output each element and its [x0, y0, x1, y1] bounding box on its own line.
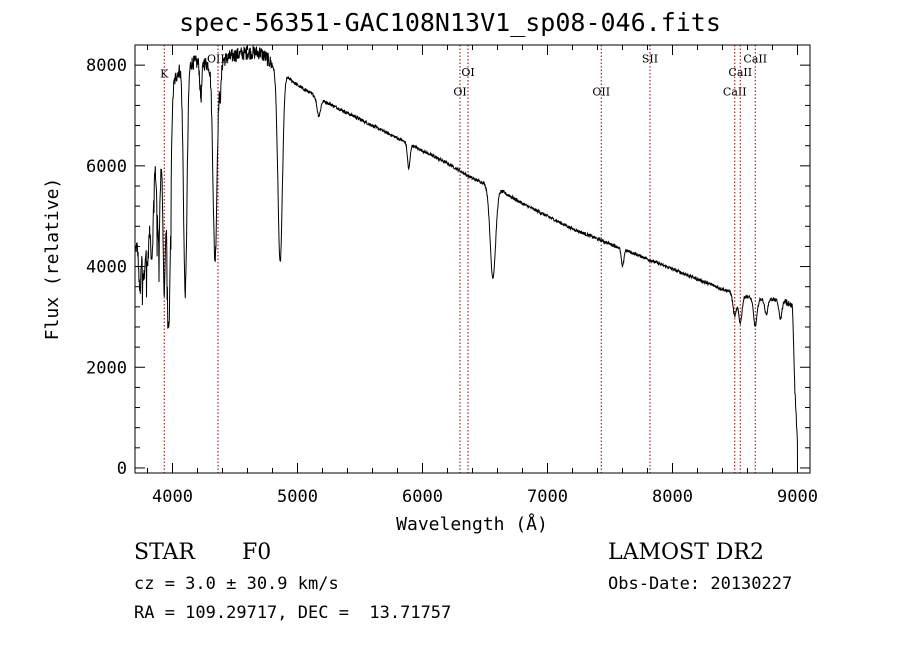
- y-tick-label: 6000: [86, 157, 127, 177]
- x-tick-label: 4000: [152, 487, 193, 507]
- marker-label: SII: [642, 53, 658, 66]
- marker-label: OII: [592, 85, 610, 98]
- redshift-readout: cz = 3.0 ± 30.9 km/s: [134, 574, 339, 594]
- marker-label: OI: [461, 66, 474, 79]
- spectrum-line: [134, 45, 798, 469]
- chart-title: spec-56351-GAC108N13V1_sp08-046.fits: [179, 8, 721, 37]
- x-axis-ticks: 4000 5000 6000 7000 8000 9000: [147, 45, 818, 507]
- x-axis-label: Wavelength (Å): [396, 513, 548, 535]
- survey-name: LAMOST DR2: [608, 540, 764, 565]
- marker-label: CaII: [728, 66, 752, 79]
- marker-label: K: [160, 68, 169, 81]
- observation-date: Obs-Date: 20130227: [608, 574, 793, 594]
- x-tick-label: 6000: [402, 487, 443, 507]
- y-tick-label: 0: [117, 459, 127, 479]
- marker-label: CaII: [743, 53, 767, 66]
- marker-label: OI: [453, 85, 466, 98]
- y-tick-label: 4000: [86, 258, 127, 278]
- x-tick-label: 9000: [777, 487, 818, 507]
- object-subclass: F0: [242, 540, 272, 565]
- marker-label: CaII: [723, 85, 747, 98]
- y-axis-ticks: 0 2000 4000 6000 8000: [86, 44, 810, 479]
- x-tick-label: 5000: [277, 487, 318, 507]
- marker-label: OIII: [207, 53, 229, 66]
- y-tick-label: 2000: [86, 358, 127, 378]
- y-tick-label: 8000: [86, 56, 127, 76]
- object-class: STAR: [134, 540, 195, 565]
- x-tick-label: 7000: [527, 487, 568, 507]
- y-axis-label: Flux (relative): [42, 178, 63, 341]
- plot-frame: [134, 44, 811, 474]
- x-tick-label: 8000: [652, 487, 693, 507]
- coordinates-readout: RA = 109.29717, DEC = 13.71757: [134, 603, 452, 623]
